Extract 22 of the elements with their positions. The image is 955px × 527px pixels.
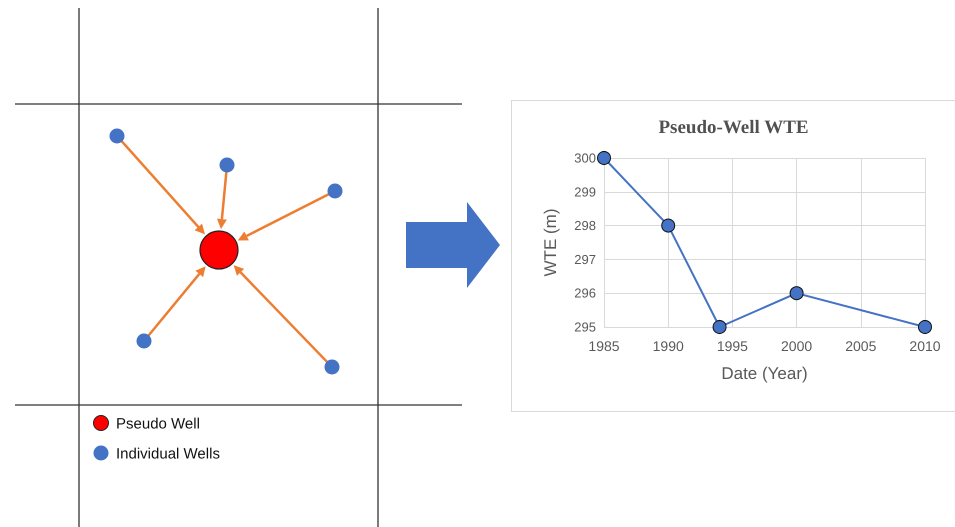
point xyxy=(918,320,932,334)
x-tick-label: 1985 xyxy=(588,338,620,354)
y-tick-label: 299 xyxy=(574,184,596,200)
y-tick-label: 296 xyxy=(574,286,596,301)
x-axis-title: Date (Year) xyxy=(721,364,808,383)
point xyxy=(597,151,611,165)
y-tick-label: 295 xyxy=(574,320,596,334)
x-tick-label: 2010 xyxy=(909,338,941,354)
y-axis-title: WTE (m) xyxy=(541,208,560,276)
point xyxy=(712,320,727,334)
y-tick-label: 298 xyxy=(574,218,596,234)
x-tick-label: 2000 xyxy=(781,338,812,354)
y-tick-label: 300 xyxy=(574,150,596,166)
x-tick-label: 1990 xyxy=(652,338,684,354)
y-tick-label: 297 xyxy=(574,252,596,267)
text: Individual Wells xyxy=(116,446,220,462)
x-tick-label: 2005 xyxy=(845,338,877,354)
text: Pseudo Well xyxy=(116,416,200,432)
point xyxy=(790,286,804,300)
chart-title: Pseudo-Well WTE xyxy=(658,117,809,138)
x-tick-label: 1995 xyxy=(716,338,748,354)
point xyxy=(661,218,676,233)
